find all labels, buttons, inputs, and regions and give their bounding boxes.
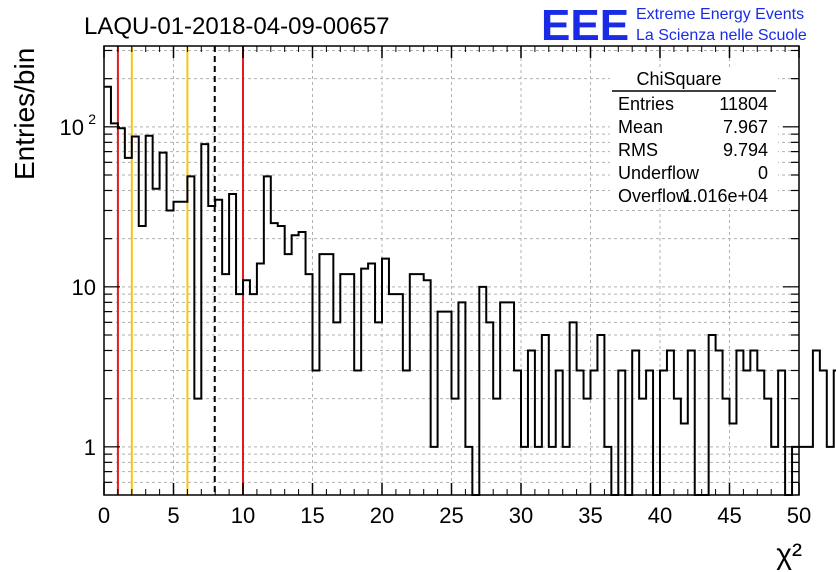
- stats-row-value: 7.967: [723, 117, 768, 137]
- logo-line1: Extreme Energy Events: [636, 6, 804, 23]
- x-tick-label: 45: [717, 503, 741, 528]
- grid: [104, 46, 799, 495]
- stats-row-label: Mean: [618, 117, 663, 137]
- x-tick-label: 20: [370, 503, 394, 528]
- stats-row-label: Overflow: [618, 186, 690, 206]
- stats-row-label: RMS: [618, 140, 658, 160]
- y-axis-label: Entries/bin: [9, 48, 40, 180]
- stats-box-title: ChiSquare: [636, 69, 721, 89]
- x-tick-label: 25: [439, 503, 463, 528]
- run-title: LAQU-01-2018-04-09-00657: [84, 13, 390, 40]
- y-tick-label-exponent: 2: [88, 111, 96, 127]
- histogram-outline: [104, 85, 836, 496]
- x-tick-label: 35: [578, 503, 602, 528]
- reference-lines: [116, 46, 244, 495]
- stats-rows: Entries 11804 Mean 7.967 RMS 9.794 Underflow 0 O…: [618, 94, 768, 206]
- x-axis-label: χ²: [776, 538, 802, 571]
- y-tick-label: 1: [84, 435, 96, 460]
- x-ticks: 0 5 10 15 20 25 30 35 40 45 50: [98, 46, 811, 528]
- x-tick-label: 40: [648, 503, 672, 528]
- stats-row-value: 9.794: [723, 140, 768, 160]
- x-tick-label: 30: [509, 503, 533, 528]
- x-tick-label: 0: [98, 503, 110, 528]
- x-tick-label: 10: [231, 503, 255, 528]
- x-tick-label: 50: [787, 503, 811, 528]
- y-tick-label: 10: [72, 275, 96, 300]
- x-tick-label: 5: [167, 503, 179, 528]
- y-tick-label: 10: [60, 115, 84, 140]
- stats-row-value: 11804: [719, 94, 768, 114]
- logo-line2: La Scienza nelle Scuole: [636, 27, 807, 44]
- stats-row-label: Entries: [618, 94, 674, 114]
- x-tick-label: 15: [300, 503, 324, 528]
- stats-row-label: Underflow: [618, 163, 700, 183]
- stats-row-value: 1.016e+04: [682, 186, 768, 206]
- stats-row-value: 0: [758, 163, 768, 183]
- stats-box: ChiSquare Entries 11804 Mean 7.967 RMS 9.794 U…: [610, 68, 778, 206]
- logo-mark: EEE: [541, 1, 629, 50]
